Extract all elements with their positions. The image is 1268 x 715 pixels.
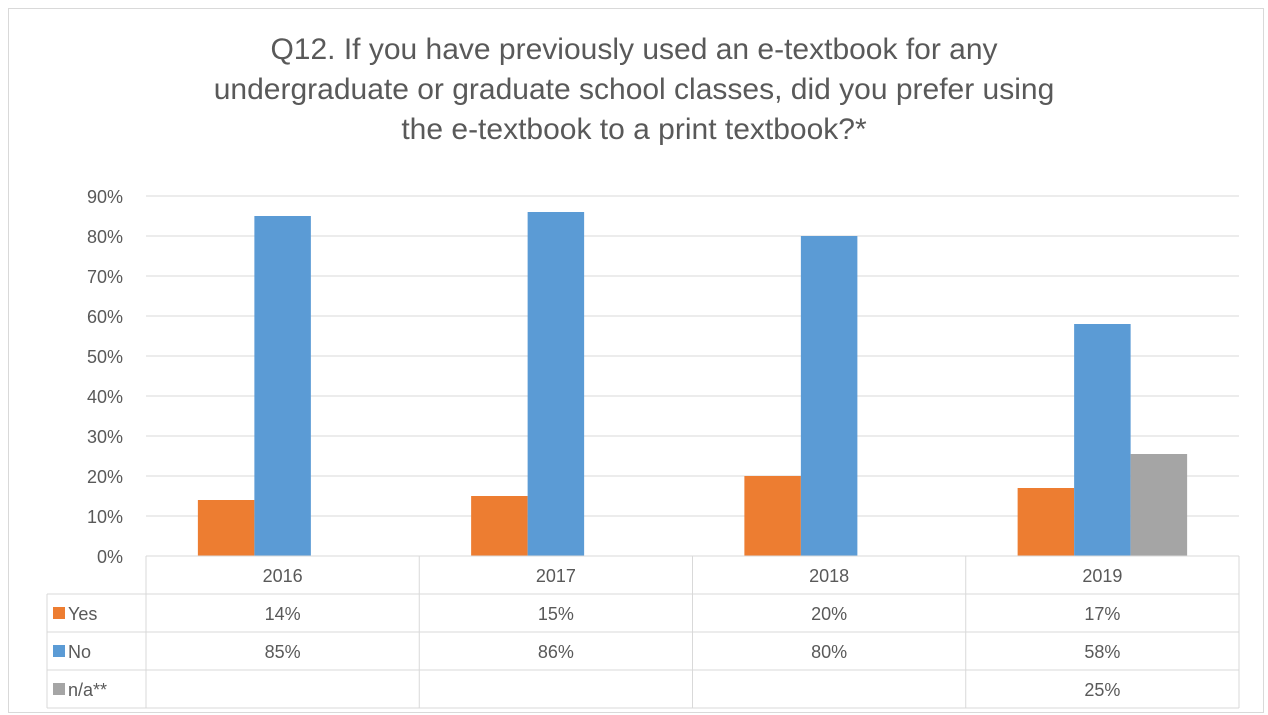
y-tick-label: 50% bbox=[87, 347, 123, 367]
data-table-cell: 15% bbox=[538, 604, 574, 624]
bar-yes-2017 bbox=[471, 496, 528, 556]
y-tick-label: 60% bbox=[87, 307, 123, 327]
bar-na-2019 bbox=[1130, 454, 1188, 556]
data-table-cell: 80% bbox=[811, 642, 847, 662]
data-table-cell: 25% bbox=[1084, 680, 1120, 700]
y-tick-label: 40% bbox=[87, 387, 123, 407]
chart-title-line-3: the e-textbook to a print textbook?* bbox=[401, 113, 867, 146]
bar-yes-2018 bbox=[744, 476, 801, 556]
y-tick-label: 90% bbox=[87, 187, 123, 207]
data-table-cell: 85% bbox=[265, 642, 301, 662]
data-table-cell: 86% bbox=[538, 642, 574, 662]
data-table-cell: 58% bbox=[1084, 642, 1120, 662]
legend-swatch-na bbox=[53, 683, 65, 695]
bar-no-2016 bbox=[254, 216, 311, 556]
y-tick-label: 10% bbox=[87, 507, 123, 527]
data-table-cell: 17% bbox=[1084, 604, 1120, 624]
bar-no-2019 bbox=[1074, 324, 1131, 556]
category-label: 2016 bbox=[263, 566, 303, 586]
legend-swatch-yes bbox=[53, 607, 65, 619]
data-table-cell: 14% bbox=[265, 604, 301, 624]
legend-label: Yes bbox=[68, 604, 97, 624]
y-tick-label: 70% bbox=[87, 267, 123, 287]
bar-yes-2019 bbox=[1017, 488, 1075, 556]
data-table-cell: 20% bbox=[811, 604, 847, 624]
y-tick-label: 0% bbox=[97, 547, 123, 567]
legend-swatch-no bbox=[53, 645, 65, 657]
chart-title-line-1: Q12. If you have previously used an e-te… bbox=[270, 33, 998, 66]
bar-yes-2016 bbox=[197, 500, 255, 556]
category-label: 2018 bbox=[809, 566, 849, 586]
chart-title: Q12. If you have previously used an e-te… bbox=[0, 30, 1268, 150]
y-tick-label: 80% bbox=[87, 227, 123, 247]
chart-title-line-2: undergraduate or graduate school classes… bbox=[213, 73, 1055, 106]
legend-label: n/a** bbox=[68, 680, 107, 700]
chart-frame bbox=[8, 8, 1264, 713]
y-tick-label: 30% bbox=[87, 427, 123, 447]
category-label: 2019 bbox=[1082, 566, 1122, 586]
y-tick-label: 20% bbox=[87, 467, 123, 487]
bar-no-2018 bbox=[800, 236, 858, 556]
category-label: 2017 bbox=[536, 566, 576, 586]
legend-label: No bbox=[68, 642, 91, 662]
bar-no-2017 bbox=[527, 212, 585, 556]
